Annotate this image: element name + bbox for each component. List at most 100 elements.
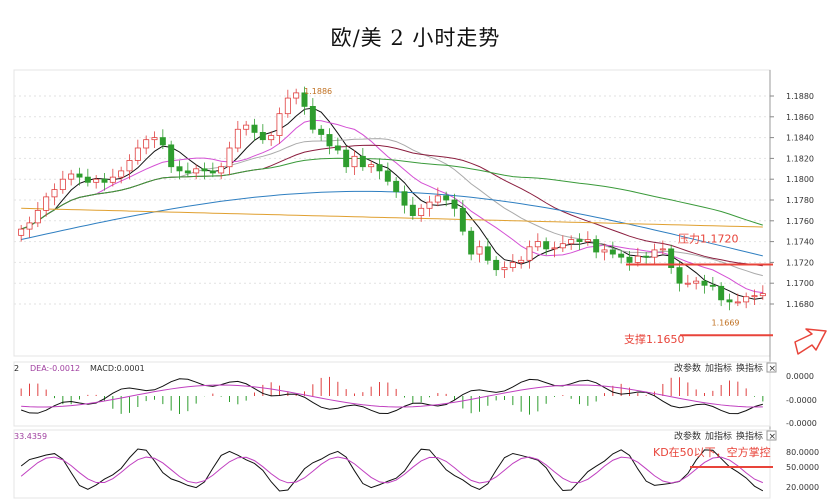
candle <box>551 247 558 250</box>
k-line <box>20 448 764 492</box>
candle <box>634 255 641 263</box>
candle <box>276 113 283 136</box>
candle <box>709 284 716 287</box>
candle <box>218 166 225 174</box>
ma5-line <box>21 107 763 300</box>
candle <box>468 230 475 255</box>
ma10-line <box>21 119 763 294</box>
candle <box>718 285 725 301</box>
kd-frame <box>13 429 771 499</box>
candle <box>459 207 466 232</box>
candle <box>434 195 441 203</box>
y-tick-label: 1.1840 <box>786 134 814 143</box>
kd-value-label: 33.4359 <box>14 432 47 441</box>
candle <box>284 97 291 115</box>
macd-y-tick-label: -0.0000 <box>786 419 817 428</box>
forecast-arrow <box>794 328 827 355</box>
candle <box>376 164 383 172</box>
candle <box>368 164 375 168</box>
kd-y-tick-label: 20.0000 <box>786 483 819 492</box>
macd-value-label: 2 <box>14 364 19 373</box>
candle <box>676 267 683 284</box>
candle <box>84 176 91 183</box>
macd-frame <box>13 361 771 427</box>
candle <box>168 144 175 168</box>
candle <box>301 92 308 107</box>
close-panel-button[interactable] <box>766 430 777 441</box>
candle <box>351 155 358 168</box>
candle <box>51 189 58 198</box>
y-tick-label: 1.1800 <box>786 175 814 184</box>
candle <box>684 282 691 285</box>
ma240-line <box>21 207 763 228</box>
change-params-button[interactable]: 改参数 <box>674 430 701 442</box>
moving-averages <box>21 107 763 300</box>
candle <box>151 137 158 141</box>
kd-annotation: KD在50以下，空方掌控 <box>653 445 771 459</box>
add-indicator-button[interactable]: 加指标 <box>705 430 732 442</box>
candle <box>418 207 425 217</box>
candle <box>309 106 316 130</box>
price-frame <box>13 69 771 357</box>
candle <box>68 173 75 180</box>
dea-line <box>21 384 763 408</box>
candle <box>43 196 50 211</box>
y-tick-label: 1.1680 <box>786 300 814 309</box>
candle <box>251 124 258 133</box>
candle <box>293 92 300 99</box>
candle <box>243 124 250 130</box>
kd-y-tick-label: 50.0000 <box>786 463 819 472</box>
y-tick-label: 1.1700 <box>786 279 814 288</box>
candle <box>93 178 100 183</box>
candle <box>201 168 208 172</box>
candle <box>651 249 658 258</box>
candle <box>743 296 750 303</box>
macd-panel: 2 DEA:-0.0012 MACD:0.0001 改参数 加指标 换指标 × 0.0000 -… <box>13 361 817 428</box>
candle <box>734 301 741 304</box>
macd-y-tick-label: -0.0000 <box>786 396 817 405</box>
candle <box>584 239 591 243</box>
candle <box>509 261 516 268</box>
low-price-label: 1.1669 <box>712 318 740 327</box>
y-tick-label: 1.1780 <box>786 196 814 205</box>
candle <box>259 131 266 141</box>
candle <box>534 241 541 248</box>
candle <box>518 259 525 263</box>
candle <box>409 204 416 216</box>
candle <box>401 191 408 206</box>
candle <box>318 128 325 135</box>
close-panel-button[interactable] <box>766 362 777 373</box>
candle <box>268 135 275 141</box>
candle <box>384 170 391 182</box>
grid <box>13 69 771 357</box>
change-params-button[interactable]: 改参数 <box>674 362 701 374</box>
macd-dea-label: DEA:-0.0012 <box>30 364 80 373</box>
candle <box>343 149 350 168</box>
y-tick-label: 1.1880 <box>786 92 814 101</box>
candle <box>593 239 600 253</box>
candle <box>526 246 533 261</box>
candle <box>159 137 166 146</box>
candle <box>643 255 650 258</box>
candle <box>118 170 125 178</box>
candle <box>76 173 83 178</box>
candle <box>659 248 666 251</box>
macd-histogram-label: MACD:0.0001 <box>90 364 145 373</box>
y-tick-label: 1.1760 <box>786 217 814 226</box>
resistance-label: 压力1.1720 <box>678 232 739 245</box>
dif-line <box>21 378 763 415</box>
add-indicator-button[interactable]: 加指标 <box>705 362 732 374</box>
switch-indicator-button[interactable]: 换指标 <box>736 362 763 374</box>
candle <box>609 249 616 255</box>
candle <box>126 160 133 172</box>
candle <box>101 178 108 183</box>
candle <box>668 248 675 269</box>
candle <box>193 168 200 174</box>
candle <box>176 166 183 172</box>
switch-indicator-button[interactable]: 换指标 <box>736 430 763 442</box>
kd-panel: 33.4359 改参数 加指标 换指标 × 80.0000 50.0000 20.0000 KD… <box>13 429 819 499</box>
candle <box>334 145 341 151</box>
candle <box>493 259 500 271</box>
candle <box>693 280 700 284</box>
y-tick-label: 1.1820 <box>786 154 814 163</box>
